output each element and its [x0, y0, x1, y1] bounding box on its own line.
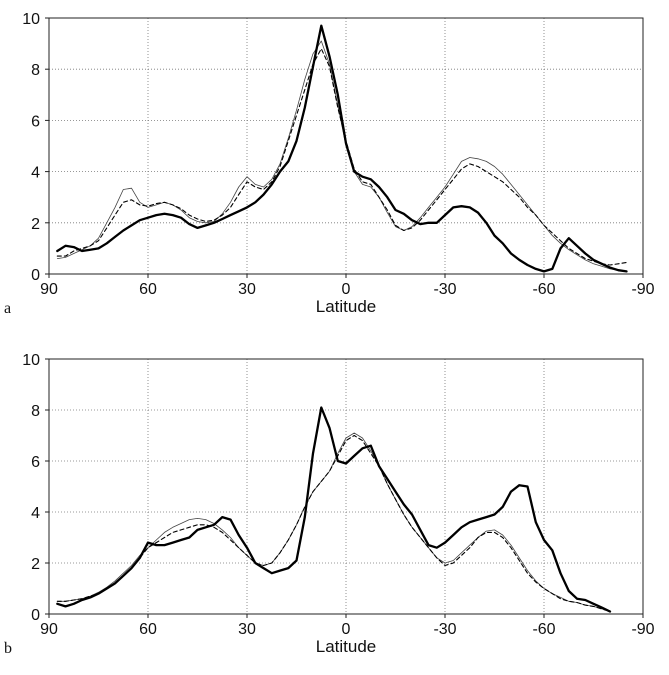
panel-a: 0 2 4 6 8 10 90 60 30 0 -30 -60 -90 Latitude a	[4, 11, 655, 317]
x-axis-title: Latitude	[316, 297, 377, 316]
series-line-dashed	[56, 48, 628, 266]
y-tick-label: 10	[22, 11, 40, 28]
y-tick-label: 2	[31, 216, 40, 233]
x-tick-label: -60	[532, 621, 555, 638]
x-tick-label: -90	[631, 621, 654, 638]
y-tick-label: 8	[31, 62, 40, 79]
x-axis-title: Latitude	[316, 637, 377, 656]
y-tick-label: 0	[31, 267, 40, 284]
series-line-dotted-thin	[56, 432, 611, 612]
x-tick-label: -30	[433, 281, 456, 298]
y-tick-label: 4	[31, 505, 40, 522]
x-tick-label: 30	[238, 281, 256, 298]
x-tick-label: -30	[433, 621, 456, 638]
y-tick-label: 0	[31, 607, 40, 624]
x-tick-label: 60	[139, 281, 157, 298]
x-tick-label: 60	[139, 621, 157, 638]
y-tick-label: 4	[31, 165, 40, 182]
panel-label: b	[4, 640, 12, 657]
series-line-dashed	[56, 434, 611, 613]
y-tick-label: 6	[31, 454, 40, 471]
x-tick-label: -90	[631, 281, 654, 298]
panel-b: 0 2 4 6 8 10 90 60 30 0 -30 -60 -90 Latitude b	[4, 352, 655, 657]
panel-label: a	[4, 300, 11, 317]
y-tick-label: 6	[31, 113, 40, 130]
x-tick-label: 0	[342, 281, 351, 298]
x-tick-label: -60	[532, 281, 555, 298]
x-tick-label: 30	[238, 621, 256, 638]
series-line-solid-thick	[56, 406, 612, 613]
x-tick-label: 90	[40, 281, 58, 298]
x-tick-label: 90	[40, 621, 58, 638]
y-tick-label: 8	[31, 403, 40, 420]
y-tick-label: 10	[22, 352, 40, 369]
series-line-dotted-thin	[56, 40, 627, 272]
series-line-solid-thick	[56, 24, 628, 273]
x-tick-label: 0	[342, 621, 351, 638]
y-tick-label: 2	[31, 556, 40, 573]
